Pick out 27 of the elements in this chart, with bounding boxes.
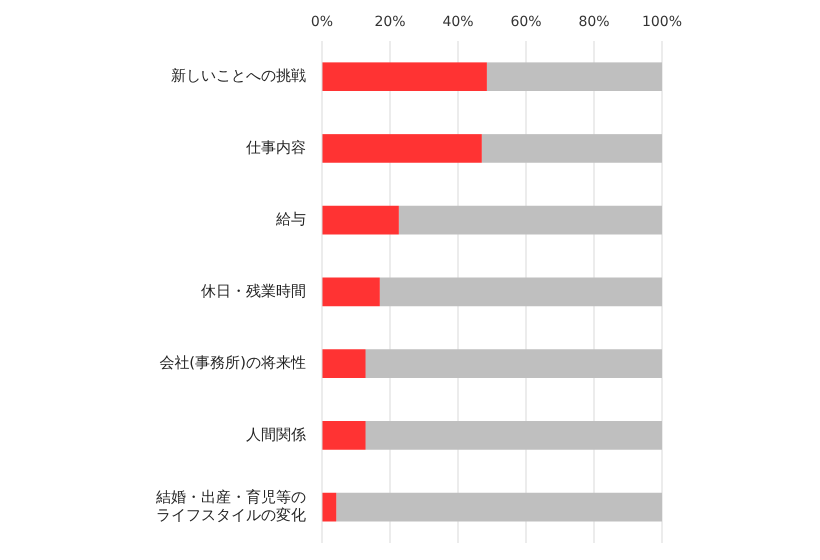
bar [322,349,366,378]
bar [322,278,380,306]
x-tick-label: 40% [442,14,474,30]
bar [380,278,662,306]
bar [366,349,662,378]
bar [366,421,662,450]
bar [322,62,487,92]
bar [322,421,366,450]
bar [482,134,662,163]
bar [486,62,662,92]
y-tick-label: 新しいことへの挑戦 [171,66,306,85]
y-tick-label: 結婚・出産・育児等のライフスタイルの変化 [155,488,306,524]
x-tick-label: 0% [310,14,334,30]
bar [336,492,662,522]
bar [322,206,399,235]
y-tick-label: 給与 [275,210,306,228]
bar [322,134,482,163]
y-tick-label: 人間関係 [246,425,306,444]
x-tick-label: 80% [578,14,610,30]
y-tick-label: 休日・残業時間 [201,282,306,300]
bar [398,206,662,235]
y-tick-label: 会社(事務所)の将来性 [159,354,306,372]
y-tick-label: 仕事内容 [245,138,306,156]
bar [322,492,336,522]
x-tick-label: 20% [374,14,406,30]
x-tick-label: 60% [510,14,542,30]
x-tick-label: 100% [642,14,682,30]
